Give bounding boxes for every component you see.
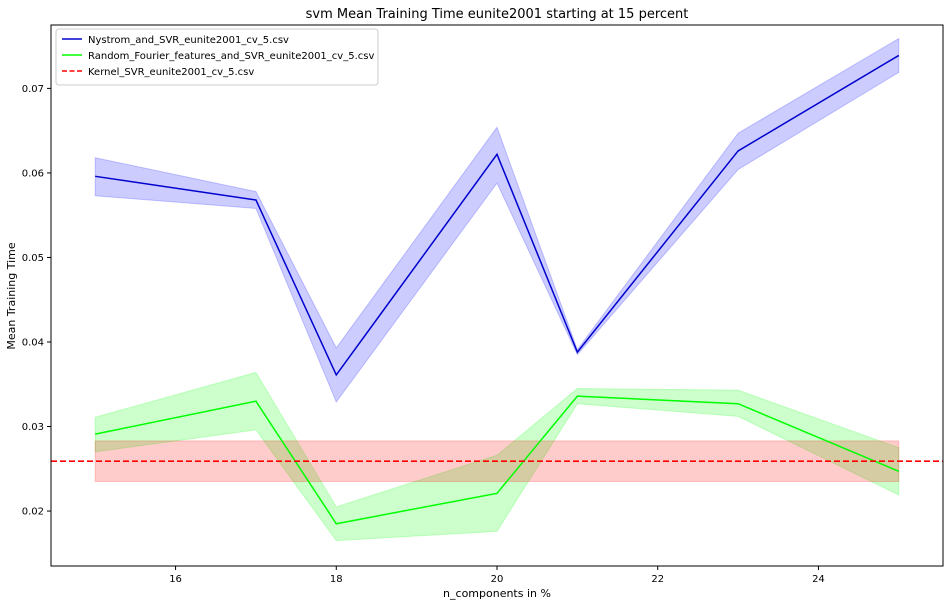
x-axis-ticks: 16 18 20 22 24 [169,566,825,585]
legend-label-2: Kernel_SVR_eunite2001_cv_5.csv [88,67,254,78]
legend-box [55,28,379,86]
y-tick-label: 0.06 [22,168,44,179]
legend-label-0: Nystrom_and_SVR_eunite2001_cv_5.csv [88,35,289,46]
y-tick-label: 0.02 [22,507,44,518]
x-axis-label: n_components in % [443,587,551,600]
x-tick-label: 24 [812,574,825,585]
x-tick-label: 18 [330,574,343,585]
legend: Nystrom_and_SVR_eunite2001_cv_5.csv Rando… [55,28,379,86]
series-1-line [95,395,900,525]
series-0-line [95,54,900,377]
chart-title: svm Mean Training Time eunite2001 starti… [306,7,689,22]
x-tick-label: 20 [491,574,504,585]
x-tick-label: 22 [651,574,664,585]
legend-label-1: Random_Fourier_features_and_SVR_eunite20… [88,51,374,62]
x-tick-label: 16 [169,574,182,585]
series-0-band [94,37,900,404]
y-tick-label: 0.07 [22,84,44,95]
series-1-band [94,371,900,542]
y-tick-label: 0.03 [22,422,44,433]
y-axis-label: Mean Training Time [5,242,18,350]
y-tick-label: 0.04 [22,337,44,348]
series-lines [51,54,943,525]
y-axis-ticks: 0.02 0.03 0.04 0.05 0.06 0.07 [22,84,51,518]
y-tick-label: 0.05 [22,253,44,264]
